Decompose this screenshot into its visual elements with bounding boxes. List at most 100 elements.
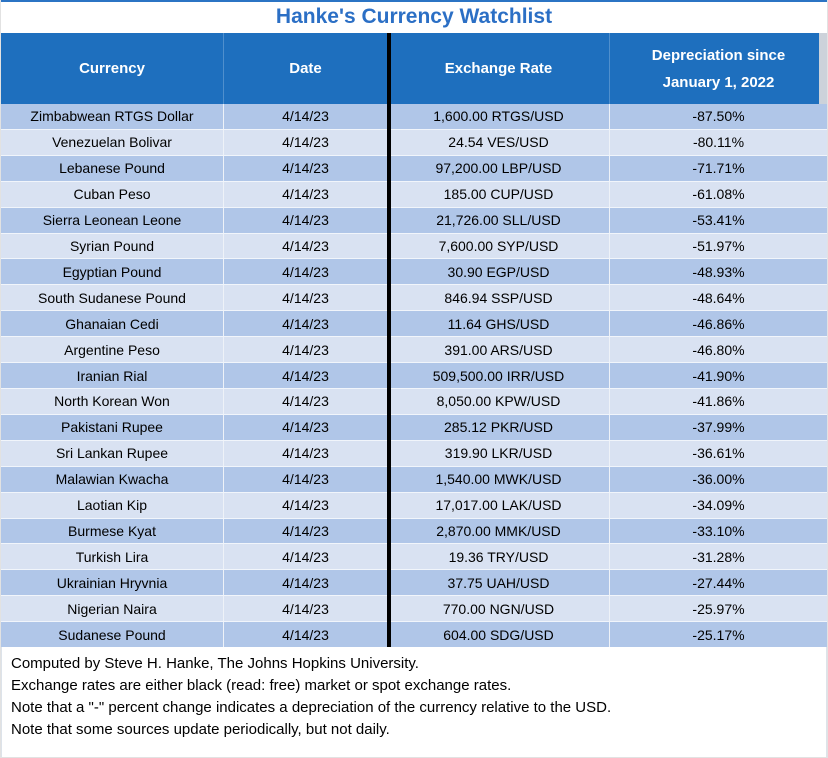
date-cell: 4/14/23	[224, 259, 388, 285]
table-row: Lebanese Pound 4/14/23 97,200.00 LBP/USD -7…	[1, 154, 827, 181]
currency-cell: Venezuelan Bolivar	[1, 129, 224, 155]
currency-cell: Lebanese Pound	[1, 155, 224, 181]
date-cell: 4/14/23	[224, 596, 388, 622]
table-row: Ghanaian Cedi 4/14/23 11.64 GHS/USD -46.86%	[1, 310, 827, 337]
date-cell: 4/14/23	[224, 466, 388, 492]
table-row: Egyptian Pound 4/14/23 30.90 EGP/USD -48.93…	[1, 258, 827, 285]
currency-cell: Syrian Pound	[1, 233, 224, 259]
exchange-rate-cell: 30.90 EGP/USD	[388, 259, 610, 285]
depreciation-cell: -46.86%	[692, 315, 745, 332]
exchange-rate-cell: 319.90 LKR/USD	[388, 440, 610, 466]
currency-cell: Malawian Kwacha	[1, 466, 224, 492]
header-depreciation: Depreciation since January 1, 2022	[651, 46, 786, 91]
exchange-rate-cell: 285.12 PKR/USD	[388, 414, 610, 440]
table-row: Sri Lankan Rupee 4/14/23 319.90 LKR/USD -36…	[1, 439, 827, 466]
date-cell: 4/14/23	[224, 518, 388, 544]
exchange-rate-cell: 604.00 SDG/USD	[388, 622, 610, 648]
table-row: Malawian Kwacha 4/14/23 1,540.00 MWK/USD -3…	[1, 465, 827, 492]
exchange-rate-cell: 509,500.00 IRR/USD	[388, 363, 610, 388]
top-border-line	[1, 0, 827, 2]
exchange-rate-cell: 770.00 NGN/USD	[388, 596, 610, 622]
depreciation-cell: -51.97%	[692, 237, 745, 254]
header-date: Date	[224, 33, 388, 104]
table-body: Zimbabwean RTGS Dollar 4/14/23 1,600.00 RT…	[1, 104, 827, 648]
table-row: Argentine Peso 4/14/23 391.00 ARS/USD -46.8…	[1, 336, 827, 363]
exchange-rate-cell: 391.00 ARS/USD	[388, 337, 610, 363]
date-cell: 4/14/23	[224, 363, 388, 388]
depreciation-cell: -36.00%	[692, 471, 745, 488]
table-row: Nigerian Naira 4/14/23 770.00 NGN/USD -25.9…	[1, 595, 827, 622]
depreciation-cell: -61.08%	[692, 186, 745, 203]
table-row: Pakistani Rupee 4/14/23 285.12 PKR/USD -37.…	[1, 413, 827, 440]
date-cell: 4/14/23	[224, 492, 388, 518]
currency-cell: Zimbabwean RTGS Dollar	[1, 104, 224, 129]
date-cell: 4/14/23	[224, 181, 388, 207]
table-row: Laotian Kip 4/14/23 17,017.00 LAK/USD -34.0…	[1, 491, 827, 518]
depreciation-cell: -25.17%	[692, 626, 745, 643]
column-divider-line	[387, 33, 391, 647]
exchange-rate-cell: 11.64 GHS/USD	[388, 311, 610, 337]
depreciation-cell: -53.41%	[692, 212, 745, 229]
currency-cell: Ukrainian Hryvnia	[1, 570, 224, 596]
currency-cell: Sudanese Pound	[1, 622, 224, 648]
currency-cell: Iranian Rial	[1, 363, 224, 388]
currency-cell: Cuban Peso	[1, 181, 224, 207]
footnote-line: Note that some sources update periodical…	[11, 721, 390, 738]
depreciation-cell: -46.80%	[692, 341, 745, 358]
exchange-rate-cell: 7,600.00 SYP/USD	[388, 233, 610, 259]
footnote-line: Note that a "-" percent change indicates…	[11, 699, 612, 716]
currency-cell: Nigerian Naira	[1, 596, 224, 622]
depreciation-cell: -31.28%	[692, 548, 745, 565]
exchange-rate-cell: 1,600.00 RTGS/USD	[388, 104, 610, 129]
footnote-line: Computed by Steve H. Hanke, The Johns Ho…	[11, 655, 419, 672]
table-row: Burmese Kyat 4/14/23 2,870.00 MMK/USD -33.1…	[1, 517, 827, 544]
currency-cell: North Korean Won	[1, 388, 224, 414]
currency-cell: Sierra Leonean Leone	[1, 207, 224, 233]
currency-cell: Burmese Kyat	[1, 518, 224, 544]
table-row: Sierra Leonean Leone 4/14/23 21,726.00 SLL…	[1, 206, 827, 233]
footnotes: Computed by Steve H. Hanke, The Johns Ho…	[1, 647, 827, 757]
depreciation-cell: -48.93%	[692, 263, 745, 280]
date-cell: 4/14/23	[224, 622, 388, 648]
header-exchange-rate: Exchange Rate	[388, 33, 610, 104]
exchange-rate-cell: 1,540.00 MWK/USD	[388, 466, 610, 492]
table-row: Turkish Lira 4/14/23 19.36 TRY/USD -31.28%	[1, 543, 827, 570]
depreciation-cell: -87.50%	[692, 108, 745, 125]
depreciation-cell: -48.64%	[692, 289, 745, 306]
currency-cell: Laotian Kip	[1, 492, 224, 518]
date-cell: 4/14/23	[224, 544, 388, 570]
table-row: South Sudanese Pound 4/14/23 846.94 SSP/US…	[1, 284, 827, 311]
table-row: North Korean Won 4/14/23 8,050.00 KPW/USD -…	[1, 387, 827, 414]
date-cell: 4/14/23	[224, 414, 388, 440]
exchange-rate-cell: 185.00 CUP/USD	[388, 181, 610, 207]
table-row: Venezuelan Bolivar 4/14/23 24.54 VES/USD -8…	[1, 128, 827, 155]
currency-cell: Turkish Lira	[1, 544, 224, 570]
table-header-row: Currency Date Exchange Rate Depreciation…	[1, 33, 827, 104]
currency-cell: Pakistani Rupee	[1, 414, 224, 440]
date-cell: 4/14/23	[224, 388, 388, 414]
table-row: Cuban Peso 4/14/23 185.00 CUP/USD -61.08%	[1, 180, 827, 207]
table-row: Iranian Rial 4/14/23 509,500.00 IRR/USD -41…	[1, 362, 827, 388]
date-cell: 4/14/23	[224, 129, 388, 155]
exchange-rate-cell: 17,017.00 LAK/USD	[388, 492, 610, 518]
exchange-rate-cell: 846.94 SSP/USD	[388, 285, 610, 311]
depreciation-cell: -41.90%	[692, 367, 745, 384]
depreciation-cell: -34.09%	[692, 497, 745, 514]
date-cell: 4/14/23	[224, 440, 388, 466]
table-row: Zimbabwean RTGS Dollar 4/14/23 1,600.00 RT…	[1, 104, 827, 129]
currency-table: Currency Date Exchange Rate Depreciation…	[1, 33, 827, 648]
depreciation-cell: -41.86%	[692, 393, 745, 410]
date-cell: 4/14/23	[224, 233, 388, 259]
currency-cell: Egyptian Pound	[1, 259, 224, 285]
date-cell: 4/14/23	[224, 570, 388, 596]
exchange-rate-cell: 8,050.00 KPW/USD	[388, 388, 610, 414]
date-cell: 4/14/23	[224, 285, 388, 311]
depreciation-cell: -27.44%	[692, 574, 745, 591]
depreciation-cell: -80.11%	[692, 134, 745, 151]
date-cell: 4/14/23	[224, 155, 388, 181]
currency-cell: Sri Lankan Rupee	[1, 440, 224, 466]
depreciation-cell: -37.99%	[692, 419, 745, 436]
exchange-rate-cell: 2,870.00 MMK/USD	[388, 518, 610, 544]
footnote-line: Exchange rates are either black (read: f…	[11, 677, 512, 694]
